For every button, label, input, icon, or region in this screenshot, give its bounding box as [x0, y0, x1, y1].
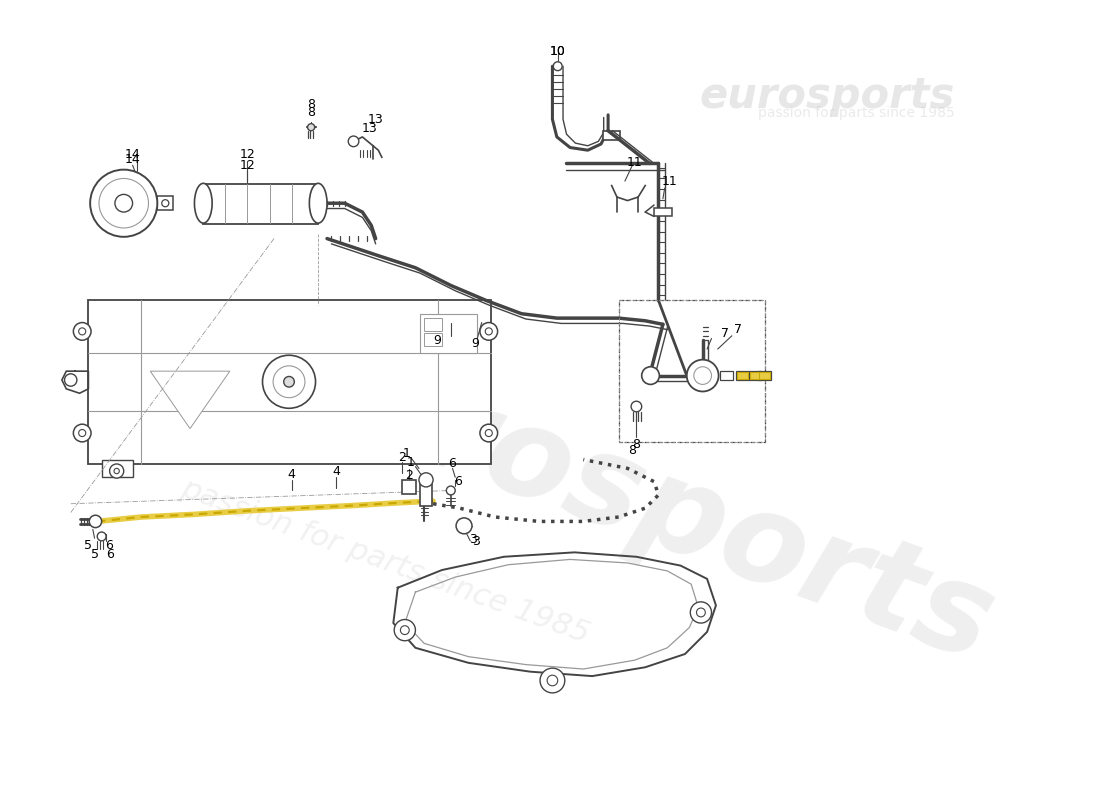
Ellipse shape: [195, 183, 212, 223]
Circle shape: [263, 355, 316, 408]
Text: 6: 6: [107, 548, 114, 561]
Bar: [101, 459, 133, 478]
Circle shape: [317, 200, 323, 206]
Circle shape: [691, 602, 712, 623]
Polygon shape: [151, 371, 230, 429]
Circle shape: [273, 366, 305, 398]
Bar: [618, 301, 764, 442]
Circle shape: [394, 619, 416, 641]
Text: 14: 14: [124, 148, 141, 161]
Bar: [603, 130, 620, 139]
Text: 13: 13: [367, 113, 384, 126]
Circle shape: [480, 322, 497, 340]
Circle shape: [74, 424, 91, 442]
Text: 13: 13: [362, 122, 377, 134]
Text: 1: 1: [403, 447, 410, 460]
Circle shape: [400, 626, 409, 634]
Bar: [403, 480, 416, 494]
Text: 8: 8: [632, 438, 640, 451]
Circle shape: [456, 518, 472, 534]
Circle shape: [631, 402, 641, 412]
Circle shape: [114, 468, 119, 474]
Circle shape: [65, 374, 77, 386]
Bar: [759, 372, 770, 379]
Text: 6: 6: [449, 458, 456, 470]
Bar: [425, 318, 442, 331]
Text: 8: 8: [307, 106, 315, 118]
Text: 9: 9: [433, 334, 441, 346]
Circle shape: [349, 136, 359, 146]
Bar: [425, 333, 442, 346]
Circle shape: [284, 377, 295, 387]
Text: 8: 8: [628, 444, 636, 458]
Text: 7: 7: [734, 323, 742, 336]
Text: 4: 4: [332, 465, 340, 478]
Text: 7: 7: [720, 326, 729, 340]
Text: 11: 11: [661, 174, 676, 188]
Text: 14: 14: [124, 154, 141, 166]
Text: 3: 3: [472, 535, 480, 548]
Text: 3: 3: [469, 533, 476, 546]
Text: 6: 6: [454, 475, 462, 488]
Text: 2: 2: [405, 469, 414, 482]
Text: 8: 8: [307, 98, 315, 110]
Bar: [654, 208, 672, 217]
Circle shape: [419, 473, 433, 487]
Text: 5: 5: [91, 548, 99, 561]
Circle shape: [485, 430, 493, 437]
Circle shape: [641, 366, 659, 385]
Text: 10: 10: [550, 45, 565, 58]
Circle shape: [553, 62, 562, 70]
Bar: [420, 314, 477, 354]
Bar: [758, 371, 771, 380]
Circle shape: [74, 322, 91, 340]
Text: 6: 6: [104, 538, 112, 552]
Circle shape: [447, 486, 455, 495]
Text: 12: 12: [240, 148, 255, 161]
Circle shape: [308, 124, 315, 130]
Bar: [736, 371, 749, 380]
Text: eurosports: eurosports: [700, 75, 955, 117]
Circle shape: [79, 328, 86, 335]
Bar: [157, 196, 173, 210]
Text: eurosports: eurosports: [248, 311, 1010, 687]
Circle shape: [97, 532, 106, 541]
Text: 1: 1: [407, 456, 415, 469]
Text: passion for parts since 1985: passion for parts since 1985: [177, 474, 593, 649]
Text: 12: 12: [240, 158, 255, 172]
Circle shape: [99, 178, 148, 228]
Circle shape: [90, 170, 157, 237]
Circle shape: [686, 360, 718, 391]
Text: 9: 9: [472, 338, 480, 350]
Bar: [749, 372, 760, 379]
Circle shape: [547, 675, 558, 686]
Bar: [720, 371, 733, 380]
Circle shape: [89, 515, 101, 528]
Text: 11: 11: [627, 156, 642, 169]
Bar: [88, 301, 491, 464]
Text: 10: 10: [550, 45, 565, 58]
Text: 2: 2: [398, 451, 406, 464]
Bar: [420, 480, 432, 506]
Circle shape: [540, 668, 564, 693]
Circle shape: [162, 200, 168, 206]
Circle shape: [79, 430, 86, 437]
Bar: [737, 372, 748, 379]
Text: 4: 4: [288, 468, 296, 481]
Text: passion for parts since 1985: passion for parts since 1985: [758, 106, 955, 120]
Circle shape: [696, 608, 705, 617]
Ellipse shape: [309, 183, 327, 223]
Bar: [204, 184, 318, 223]
Circle shape: [694, 366, 712, 385]
Circle shape: [480, 424, 497, 442]
Text: 5: 5: [85, 538, 92, 552]
Circle shape: [114, 194, 133, 212]
Circle shape: [485, 328, 493, 335]
Bar: [749, 371, 761, 380]
Circle shape: [110, 464, 123, 478]
